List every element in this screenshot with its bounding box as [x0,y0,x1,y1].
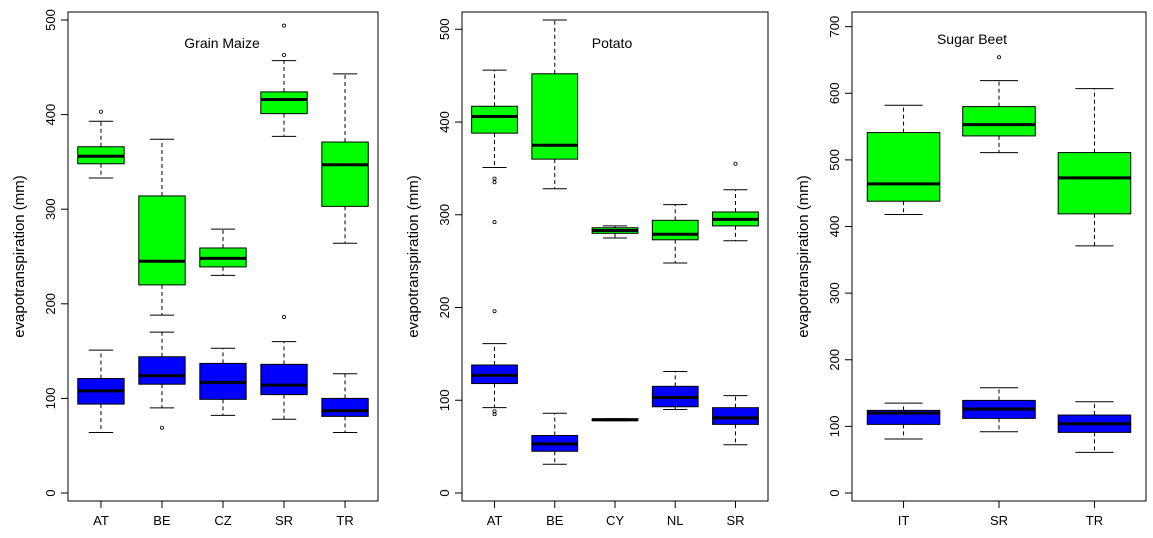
box-cz-blue [199,347,247,416]
box-tr-green [1057,88,1132,247]
box-cy-green [591,225,639,239]
outlier-point [492,220,497,225]
iqr-box [471,105,518,134]
panel-3: Sugar Beet 0 100 200 300 400 500 600 700 evapotra… [795,11,1147,528]
box-sr-green [962,55,1036,154]
x-tick-label-tr: TR [336,513,353,528]
iqr-box [260,91,308,115]
box-be-blue [531,412,579,465]
y-tick-label: 400 [827,216,842,238]
outlier-point [282,315,287,320]
y-tick-label: 400 [43,104,58,126]
box-sr-blue [962,387,1036,433]
iqr-box [260,363,308,396]
box-at-blue [471,309,518,417]
y-tick-label: 0 [437,489,452,496]
outlier-point [997,55,1002,60]
y-tick-label: 0 [43,489,58,496]
y-tick-label: 200 [437,297,452,319]
plot-frame [461,11,769,502]
iqr-box [712,407,759,425]
outlier-point [159,425,164,430]
y-axis-title: evapotranspiration (mm) [795,175,812,338]
y-tick-label: 300 [43,198,58,220]
box-cz-green [199,228,247,276]
box-nl-blue [651,371,699,411]
iqr-box [138,195,186,286]
box-sr-green [712,161,759,242]
x-tick-label-be: BE [546,513,564,528]
y-tick-label: 0 [827,489,842,496]
outlier-point [492,409,497,414]
panel-2: Potato 0 100 200 300 400 500 evapotranspiration… [405,11,769,528]
y-tick-label: 500 [437,18,452,40]
y-tick-label: 100 [827,416,842,438]
box-be-blue [138,331,186,430]
y-tick-label: 100 [43,388,58,410]
outlier-point [98,109,103,114]
iqr-box [321,141,369,207]
x-tick-label-at: AT [487,513,503,528]
box-tr-blue [321,373,369,433]
y-tick-label: 600 [827,82,842,104]
box-tr-blue [1057,401,1132,453]
box-it-blue [866,402,941,440]
outlier-point [282,23,287,28]
y-tick-label: 100 [437,389,452,411]
outlier-point [492,176,497,181]
x-tick-label-at: AT [93,513,109,528]
iqr-box [321,397,369,417]
box-nl-green [651,204,699,264]
x-tick-label-sr: SR [726,513,744,528]
x-tick-label-cy: CY [606,513,624,528]
x-tick-label-sr: SR [990,513,1008,528]
y-tick-label: 200 [43,293,58,315]
iqr-box [138,356,186,385]
y-tick-label: 500 [827,149,842,171]
x-tick-label-sr: SR [275,513,293,528]
x-tick-label-be: BE [153,513,171,528]
y-axis-title: evapotranspiration (mm) [11,175,28,338]
y-tick-label: 200 [827,349,842,371]
iqr-box [866,132,941,202]
outlier-point [733,161,738,166]
x-tick-label-it: IT [898,513,910,528]
box-cy-blue [591,418,639,422]
iqr-box [651,219,699,241]
iqr-box [962,106,1036,137]
box-be-green [138,138,186,316]
y-tick-label: 400 [437,111,452,133]
panel-title: Sugar Beet [937,31,1007,47]
box-sr-blue [712,395,759,446]
panel-title: Grain Maize [184,35,260,51]
outlier-point [492,180,497,185]
y-tick-label: 300 [827,282,842,304]
box-it-green [866,104,941,216]
y-tick-label: 500 [43,9,58,31]
box-tr-green [321,73,369,244]
panel-1: Grain Maize 0 100 200 300 400 500 evapotranspir… [11,9,379,528]
box-sr-blue [260,315,308,420]
outlier-point [282,53,287,58]
outlier-point [492,309,497,314]
x-tick-label-cz: CZ [214,513,231,528]
panel-title: Potato [592,35,633,51]
y-tick-label: 700 [827,16,842,38]
outlier-point [492,412,497,417]
y-tick-label: 300 [437,204,452,226]
box-at-green [77,109,125,179]
iqr-box [1057,152,1132,215]
box-at-green [471,69,518,225]
box-be-green [531,19,579,190]
x-tick-label-nl: NL [667,513,684,528]
box-at-blue [77,349,125,433]
x-tick-label-tr: TR [1086,513,1103,528]
y-axis-title: evapotranspiration (mm) [405,175,422,338]
box-sr-green [260,23,308,137]
